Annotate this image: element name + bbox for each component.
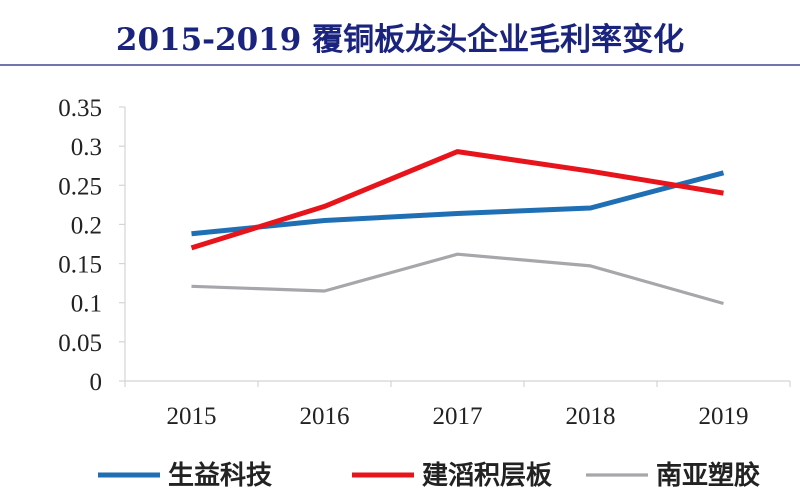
y-tick-label: 0.3 [71,134,102,161]
y-tick-label: 0.15 [58,252,102,279]
series-line-2 [190,149,724,251]
series-lines [190,149,725,306]
x-tick-label: 2017 [433,403,483,430]
x-tick-label: 2015 [167,403,217,430]
y-tick-label: 0.05 [58,330,102,357]
legend-label-1: 生益科技 [168,461,272,491]
x-axis: 2015 2016 2017 2018 2019 [124,380,791,430]
series-line-3 [191,252,724,306]
y-tick-label: 0.2 [71,212,102,239]
y-tick-label: 0 [90,369,103,396]
x-tick-label: 2019 [699,403,749,430]
y-tick-label: 0.1 [71,291,102,318]
y-tick-label: 0.25 [58,173,102,200]
legend: 生益科技 建滔积层板 南亚塑胶 [98,460,760,491]
legend-label-2: 建滔积层板 [422,461,552,491]
x-tick-label: 2018 [566,403,616,430]
x-tick-label: 2016 [300,403,350,430]
y-axis: 0 0.05 0.1 0.15 0.2 0.25 0.3 0.35 [58,95,126,396]
legend-label-3: 南亚塑胶 [656,460,760,491]
y-tick-label: 0.35 [58,95,102,122]
series-line-1 [191,170,725,237]
chart-title: 2015-2019 覆铜板龙头企业毛利率变化 [116,22,684,58]
